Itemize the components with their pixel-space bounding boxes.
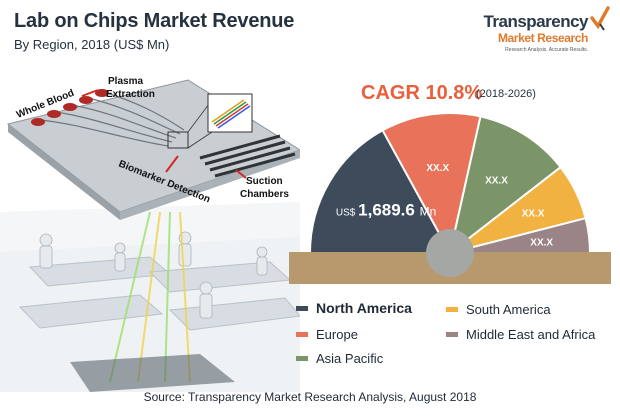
legend-swatch xyxy=(446,332,458,337)
pie-slice-europe xyxy=(381,112,482,256)
legend-label: South America xyxy=(466,302,551,317)
label-plasma: Plasma xyxy=(108,76,143,87)
slice-label-middle-east-and-africa: XX.X xyxy=(530,237,553,248)
logo-sub: Market Research xyxy=(497,31,588,45)
label-suction: Suction xyxy=(246,176,283,187)
slice-label-south-america: XX.X xyxy=(522,208,545,219)
company-logo: Transparency Market Research Research An… xyxy=(460,6,610,60)
slice-label-asia-pacific: XX.X xyxy=(485,176,508,187)
logo-tagline: Research Analysis. Accurate Results. xyxy=(505,47,588,53)
chart-title: Lab on Chips Market Revenue xyxy=(14,10,295,32)
legend-swatch xyxy=(296,332,308,337)
legend-label: Europe xyxy=(316,327,358,342)
legend-swatch xyxy=(296,305,308,311)
half-donut-chart: US$ 1,689.6 Mn XX.X XX.X XX.X XX.X xyxy=(289,112,611,284)
cagr-label: CAGR 10.8% xyxy=(361,82,483,104)
legend-item-north-america: North America xyxy=(296,300,412,316)
legend-item-europe: Europe xyxy=(296,327,358,342)
label-chambers: Chambers xyxy=(240,189,289,200)
slice-label-unit: Mn xyxy=(420,205,437,219)
pie-slice-north-america xyxy=(308,128,452,254)
lab-chip-illustration: Whole Blood Plasma Extraction Biomarker … xyxy=(0,76,300,392)
source-note: Source: Transparency Market Research Ana… xyxy=(143,390,477,404)
legend-swatch xyxy=(296,356,308,361)
chart-subtitle: By Region, 2018 (US$ Mn) xyxy=(14,37,170,52)
label-extraction: Extraction xyxy=(106,89,155,100)
slice-label-europe: XX.X xyxy=(426,163,449,174)
slice-label-prefix: US$ xyxy=(336,208,358,219)
slice-label-value: 1,689.6 xyxy=(358,201,419,220)
legend-swatch xyxy=(446,307,458,312)
chart-center-hub xyxy=(426,229,474,277)
legend-label: North America xyxy=(316,300,412,316)
cagr-period: (2018-2026) xyxy=(476,88,536,100)
legend-label: Asia Pacific xyxy=(316,351,384,366)
legend-item-middle-east-africa: Middle East and Africa xyxy=(446,327,595,342)
pie-slice-asia-pacific xyxy=(448,115,563,256)
legend-item-asia-pacific: Asia Pacific xyxy=(296,351,383,366)
logo-name: Transparency xyxy=(483,12,588,31)
legend-label: Middle East and Africa xyxy=(466,327,596,342)
checkmark-icon xyxy=(590,6,610,31)
legend-item-south-america: South America xyxy=(446,302,551,317)
slice-label-north-america: US$ 1,689.6 Mn xyxy=(336,201,436,220)
